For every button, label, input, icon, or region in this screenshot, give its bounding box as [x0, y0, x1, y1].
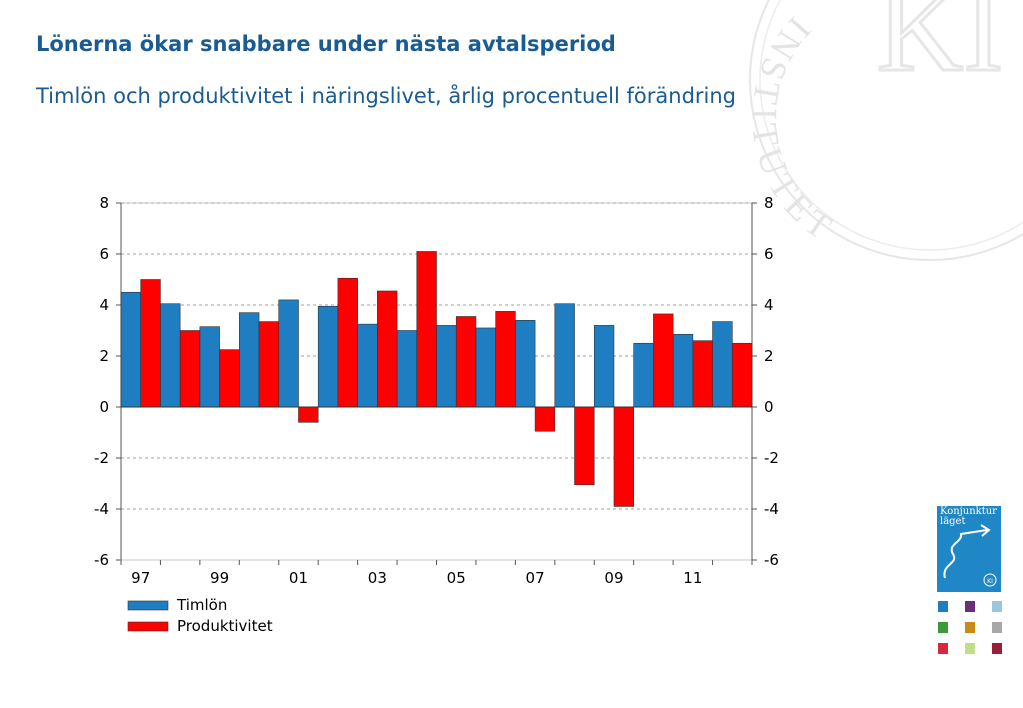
bar-produktivitet	[179, 330, 201, 408]
bar-timlon	[278, 299, 299, 408]
bar-timlon	[436, 325, 457, 408]
bar-timlon	[239, 312, 260, 408]
y-tick-label-left: 0	[99, 398, 109, 416]
bar-timlon	[317, 305, 339, 408]
grey-report-icon[interactable]	[992, 622, 1002, 633]
bar-produktivitet	[219, 349, 240, 408]
x-tick-label: 07	[526, 569, 545, 587]
bar-produktivitet	[416, 251, 437, 408]
y-tick-label-right: -4	[764, 500, 779, 518]
bar-timlon	[120, 291, 142, 408]
lightblue-report-icon[interactable]	[992, 601, 1002, 612]
y-tick-label-left: 6	[99, 245, 109, 263]
bar-produktivitet	[258, 321, 280, 408]
legend-label: Timlön	[176, 596, 227, 614]
ki-seal-watermark: INSTITUTET KI	[744, 0, 1023, 261]
y-tick-label-right: 6	[764, 245, 774, 263]
bar-timlon	[396, 330, 418, 408]
y-tick-label-right: -6	[764, 551, 779, 569]
blue-report-icon[interactable]	[938, 601, 948, 612]
bar-produktivitet	[337, 277, 358, 408]
bar-timlon	[554, 303, 575, 408]
bar-timlon	[672, 334, 694, 408]
x-tick-label: 99	[210, 569, 229, 587]
x-tick-label: 97	[131, 569, 150, 587]
bar-produktivitet	[298, 406, 319, 423]
bar-timlon	[515, 319, 536, 408]
legend-label: Produktivitet	[177, 617, 273, 635]
y-tick-label-left: 2	[99, 347, 109, 365]
bar-produktivitet	[455, 316, 477, 408]
y-tick-label-right: -2	[764, 449, 779, 467]
y-tick-label-left: -6	[94, 551, 109, 569]
y-tick-label-right: 2	[764, 347, 774, 365]
y-tick-label-right: 4	[764, 296, 774, 314]
bar-produktivitet	[534, 406, 556, 432]
bar-timlon	[712, 321, 733, 408]
y-tick-label-left: 8	[99, 194, 109, 212]
watermark-mark: KI	[877, 0, 1004, 96]
x-tick-label: 01	[289, 569, 308, 587]
y-tick-label-right: 0	[764, 398, 774, 416]
bar-timlon	[199, 326, 220, 408]
y-tick-label-left: -4	[94, 500, 109, 518]
x-tick-label: 11	[683, 569, 702, 587]
logo-badge: KI	[987, 578, 993, 585]
bar-timlon	[357, 323, 378, 408]
legend-swatch	[127, 600, 169, 611]
lime-report-icon[interactable]	[965, 643, 975, 654]
bar-produktivitet	[495, 311, 516, 408]
orange-report-icon[interactable]	[965, 622, 975, 633]
bar-timlon	[633, 342, 654, 408]
y-tick-label-right: 8	[764, 194, 774, 212]
green-report-icon[interactable]	[938, 622, 948, 633]
x-tick-label: 05	[447, 569, 466, 587]
y-tick-label-left: 4	[99, 296, 109, 314]
report-swatches	[938, 601, 1002, 654]
red-report-icon[interactable]	[938, 643, 948, 654]
legend-swatch	[127, 621, 169, 632]
darkred-report-icon[interactable]	[992, 643, 1002, 654]
bar-produktivitet	[692, 340, 713, 408]
logo-text: Konjunktur läget	[940, 506, 997, 527]
x-tick-label: 03	[368, 569, 387, 587]
bar-timlon	[593, 325, 615, 408]
bar-produktivitet	[377, 290, 398, 408]
bar-produktivitet	[731, 342, 753, 408]
chart-title: Lönerna ökar snabbare under nästa avtals…	[36, 32, 616, 56]
x-tick-label: 09	[604, 569, 623, 587]
bar-produktivitet	[574, 406, 595, 486]
bar-produktivitet	[613, 406, 634, 507]
konjunkturlaget-logo: Konjunktur läget KI	[937, 506, 1001, 592]
y-tick-label-left: -2	[94, 449, 109, 467]
bar-produktivitet	[140, 279, 161, 408]
logo-arrow-icon: KI	[943, 524, 997, 587]
bar-timlon	[475, 327, 496, 408]
chart-subtitle: Timlön och produktivitet i näringslivet,…	[36, 84, 737, 108]
bar-produktivitet	[653, 313, 674, 408]
purple-report-icon[interactable]	[965, 601, 975, 612]
bar-timlon	[160, 303, 181, 408]
